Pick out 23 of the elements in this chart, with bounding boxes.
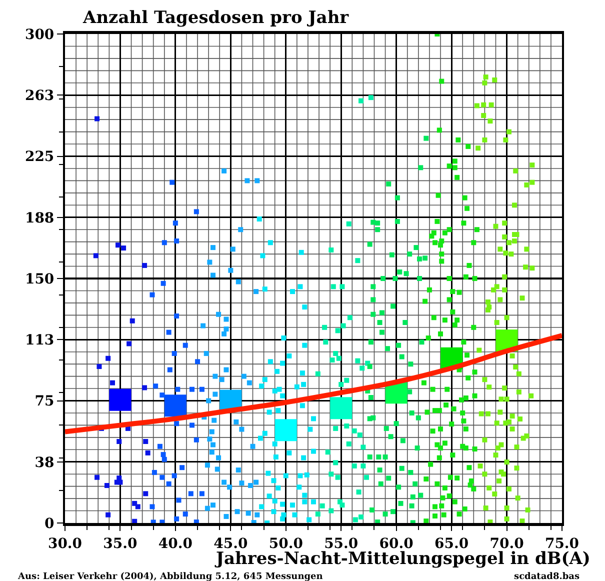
y-tick-label: 0 <box>44 516 54 532</box>
x-tick-label: 40.0 <box>158 536 193 552</box>
x-tick-label: 75.0 <box>544 536 580 552</box>
y-tick-label: 263 <box>24 88 54 104</box>
x-tick-label: 30.0 <box>48 536 82 552</box>
x-tick-label: 65.0 <box>434 536 469 552</box>
x-tick-label: 35.0 <box>103 536 138 552</box>
y-tick-label: 150 <box>24 271 54 288</box>
x-tick-label: 60.0 <box>379 536 414 552</box>
x-tick-label: 70.0 <box>490 536 524 552</box>
x-tick-label: 45.0 <box>214 536 248 552</box>
y-tick-label: 188 <box>24 210 54 226</box>
x-tick-label: 55.0 <box>324 536 358 552</box>
x-axis-title: Jahres-Nacht-Mittelungspegel in dB(A) <box>214 549 590 569</box>
y-tick-label: 225 <box>24 149 54 166</box>
y-tick-label: 113 <box>24 332 54 349</box>
y-tick-label: 38 <box>34 454 54 471</box>
x-tick-label: 50.0 <box>268 536 304 552</box>
text: scdatad8.bas <box>514 572 580 581</box>
chart-title: Anzahl Tagesdosen pro Jahr <box>82 8 350 28</box>
text: Aus: Leiser Verkehr (2004), Abbildung 5.12, 645 Messungen <box>17 572 324 581</box>
y-tick-label: 300 <box>24 26 54 43</box>
y-tick-label: 75 <box>34 394 54 410</box>
